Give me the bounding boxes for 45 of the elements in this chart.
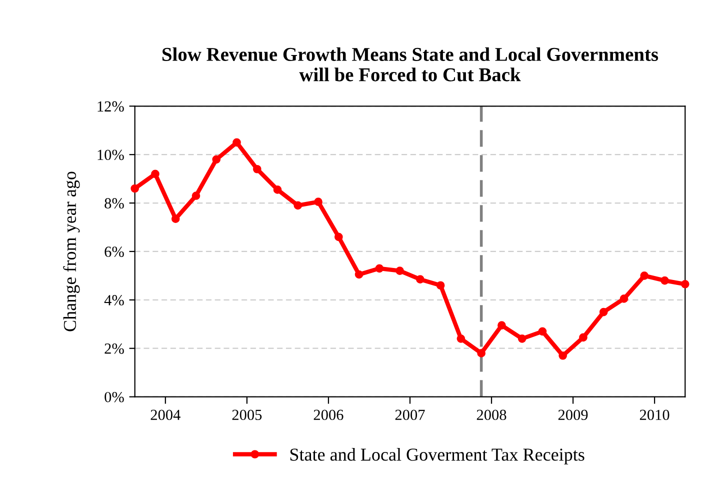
y-tick-label: 12%: [98, 101, 124, 112]
point: [375, 264, 384, 273]
x-tick-label: 2004: [150, 410, 180, 420]
point: [660, 276, 669, 285]
point: [192, 192, 200, 200]
point: [252, 164, 262, 174]
point: [518, 334, 526, 343]
x-tick-label: 2008: [476, 410, 506, 420]
point: [354, 270, 364, 279]
x-tick-label: 2009: [558, 410, 588, 420]
point: [334, 232, 343, 242]
point: [436, 281, 445, 290]
x-tick-label: 2010: [640, 410, 670, 420]
point: [416, 275, 424, 284]
x-tick-label: 2007: [395, 410, 425, 420]
point: [599, 308, 608, 316]
legend-label: State and Local Goverment Tax Receipts: [290, 448, 584, 464]
y-tick-label: 6%: [104, 246, 124, 257]
y-tick-label: 4%: [104, 295, 124, 306]
point: [294, 201, 302, 210]
y-axis-title: Change from year ago: [63, 172, 80, 332]
point: [314, 198, 322, 206]
point: [640, 272, 649, 280]
point: [579, 333, 588, 342]
y-tick-label: 2%: [104, 344, 124, 354]
y-tick-label: 8%: [104, 198, 124, 209]
point: [620, 294, 628, 303]
x-tick-label: 2006: [314, 410, 344, 420]
point: [171, 214, 180, 223]
point: [130, 184, 140, 193]
x-tick-label: 2005: [232, 410, 262, 420]
point: [212, 155, 221, 164]
point: [680, 280, 690, 288]
point: [558, 351, 568, 360]
point: [538, 327, 547, 336]
point: [498, 321, 506, 330]
y-tick-label: 0%: [104, 392, 124, 402]
point: [273, 186, 282, 194]
point: [232, 138, 241, 147]
y-tick-label: 10%: [98, 150, 124, 160]
point: [477, 349, 486, 358]
point: [151, 170, 160, 178]
chart-title: Slow Revenue Growth Means State and Local Governments will be Forced to Cut Back: [162, 47, 658, 82]
point: [396, 266, 404, 276]
point: [456, 334, 466, 343]
